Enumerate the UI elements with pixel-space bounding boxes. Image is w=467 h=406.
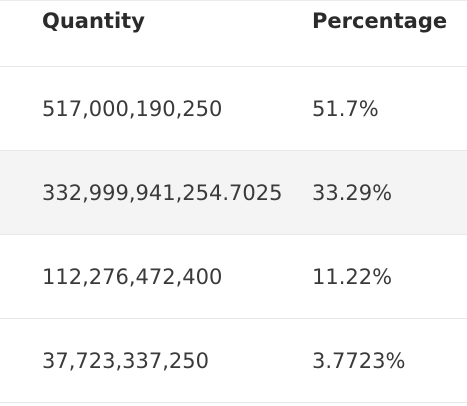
percentage-cell: 3.7723% [312,348,406,373]
table-row: 37,723,337,250 3.7723% [0,319,467,403]
percentage-cell: 33.29% [312,180,393,205]
quantity-cell: 517,000,190,250 [42,96,223,121]
column-header-quantity: Quantity [42,9,145,33]
quantity-cell: 332,999,941,254.7025 [42,180,283,205]
table-header-row: Quantity Percentage [0,1,467,67]
table-row: 517,000,190,250 51.7% [0,67,467,151]
column-header-percentage: Percentage [312,9,448,33]
percentage-cell: 11.22% [312,264,393,289]
quantity-cell: 112,276,472,400 [42,264,223,289]
table-row: 332,999,941,254.7025 33.29% [0,151,467,235]
quantity-cell: 37,723,337,250 [42,348,209,373]
table-row: 112,276,472,400 11.22% [0,235,467,319]
percentage-cell: 51.7% [312,96,379,121]
